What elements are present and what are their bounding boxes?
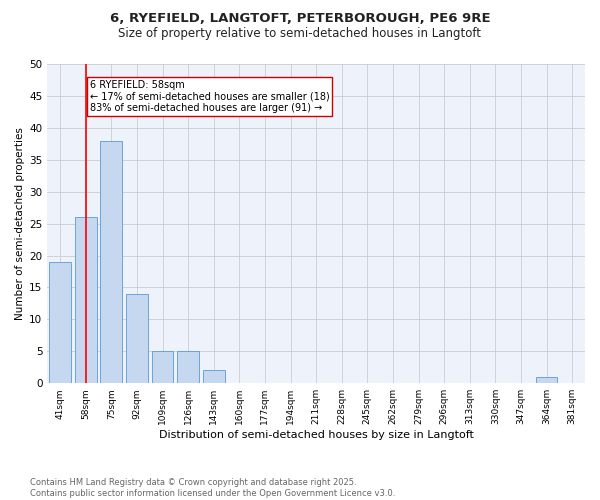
Bar — [536, 377, 557, 383]
Bar — [126, 294, 148, 383]
X-axis label: Distribution of semi-detached houses by size in Langtoft: Distribution of semi-detached houses by … — [159, 430, 473, 440]
Bar — [49, 262, 71, 383]
Bar — [152, 352, 173, 383]
Text: Size of property relative to semi-detached houses in Langtoft: Size of property relative to semi-detach… — [119, 28, 482, 40]
Bar — [100, 140, 122, 383]
Bar — [177, 352, 199, 383]
Text: 6, RYEFIELD, LANGTOFT, PETERBOROUGH, PE6 9RE: 6, RYEFIELD, LANGTOFT, PETERBOROUGH, PE6… — [110, 12, 490, 26]
Bar — [75, 217, 97, 383]
Bar — [203, 370, 224, 383]
Text: 6 RYEFIELD: 58sqm
← 17% of semi-detached houses are smaller (18)
83% of semi-det: 6 RYEFIELD: 58sqm ← 17% of semi-detached… — [89, 80, 329, 113]
Text: Contains HM Land Registry data © Crown copyright and database right 2025.
Contai: Contains HM Land Registry data © Crown c… — [30, 478, 395, 498]
Y-axis label: Number of semi-detached properties: Number of semi-detached properties — [15, 127, 25, 320]
